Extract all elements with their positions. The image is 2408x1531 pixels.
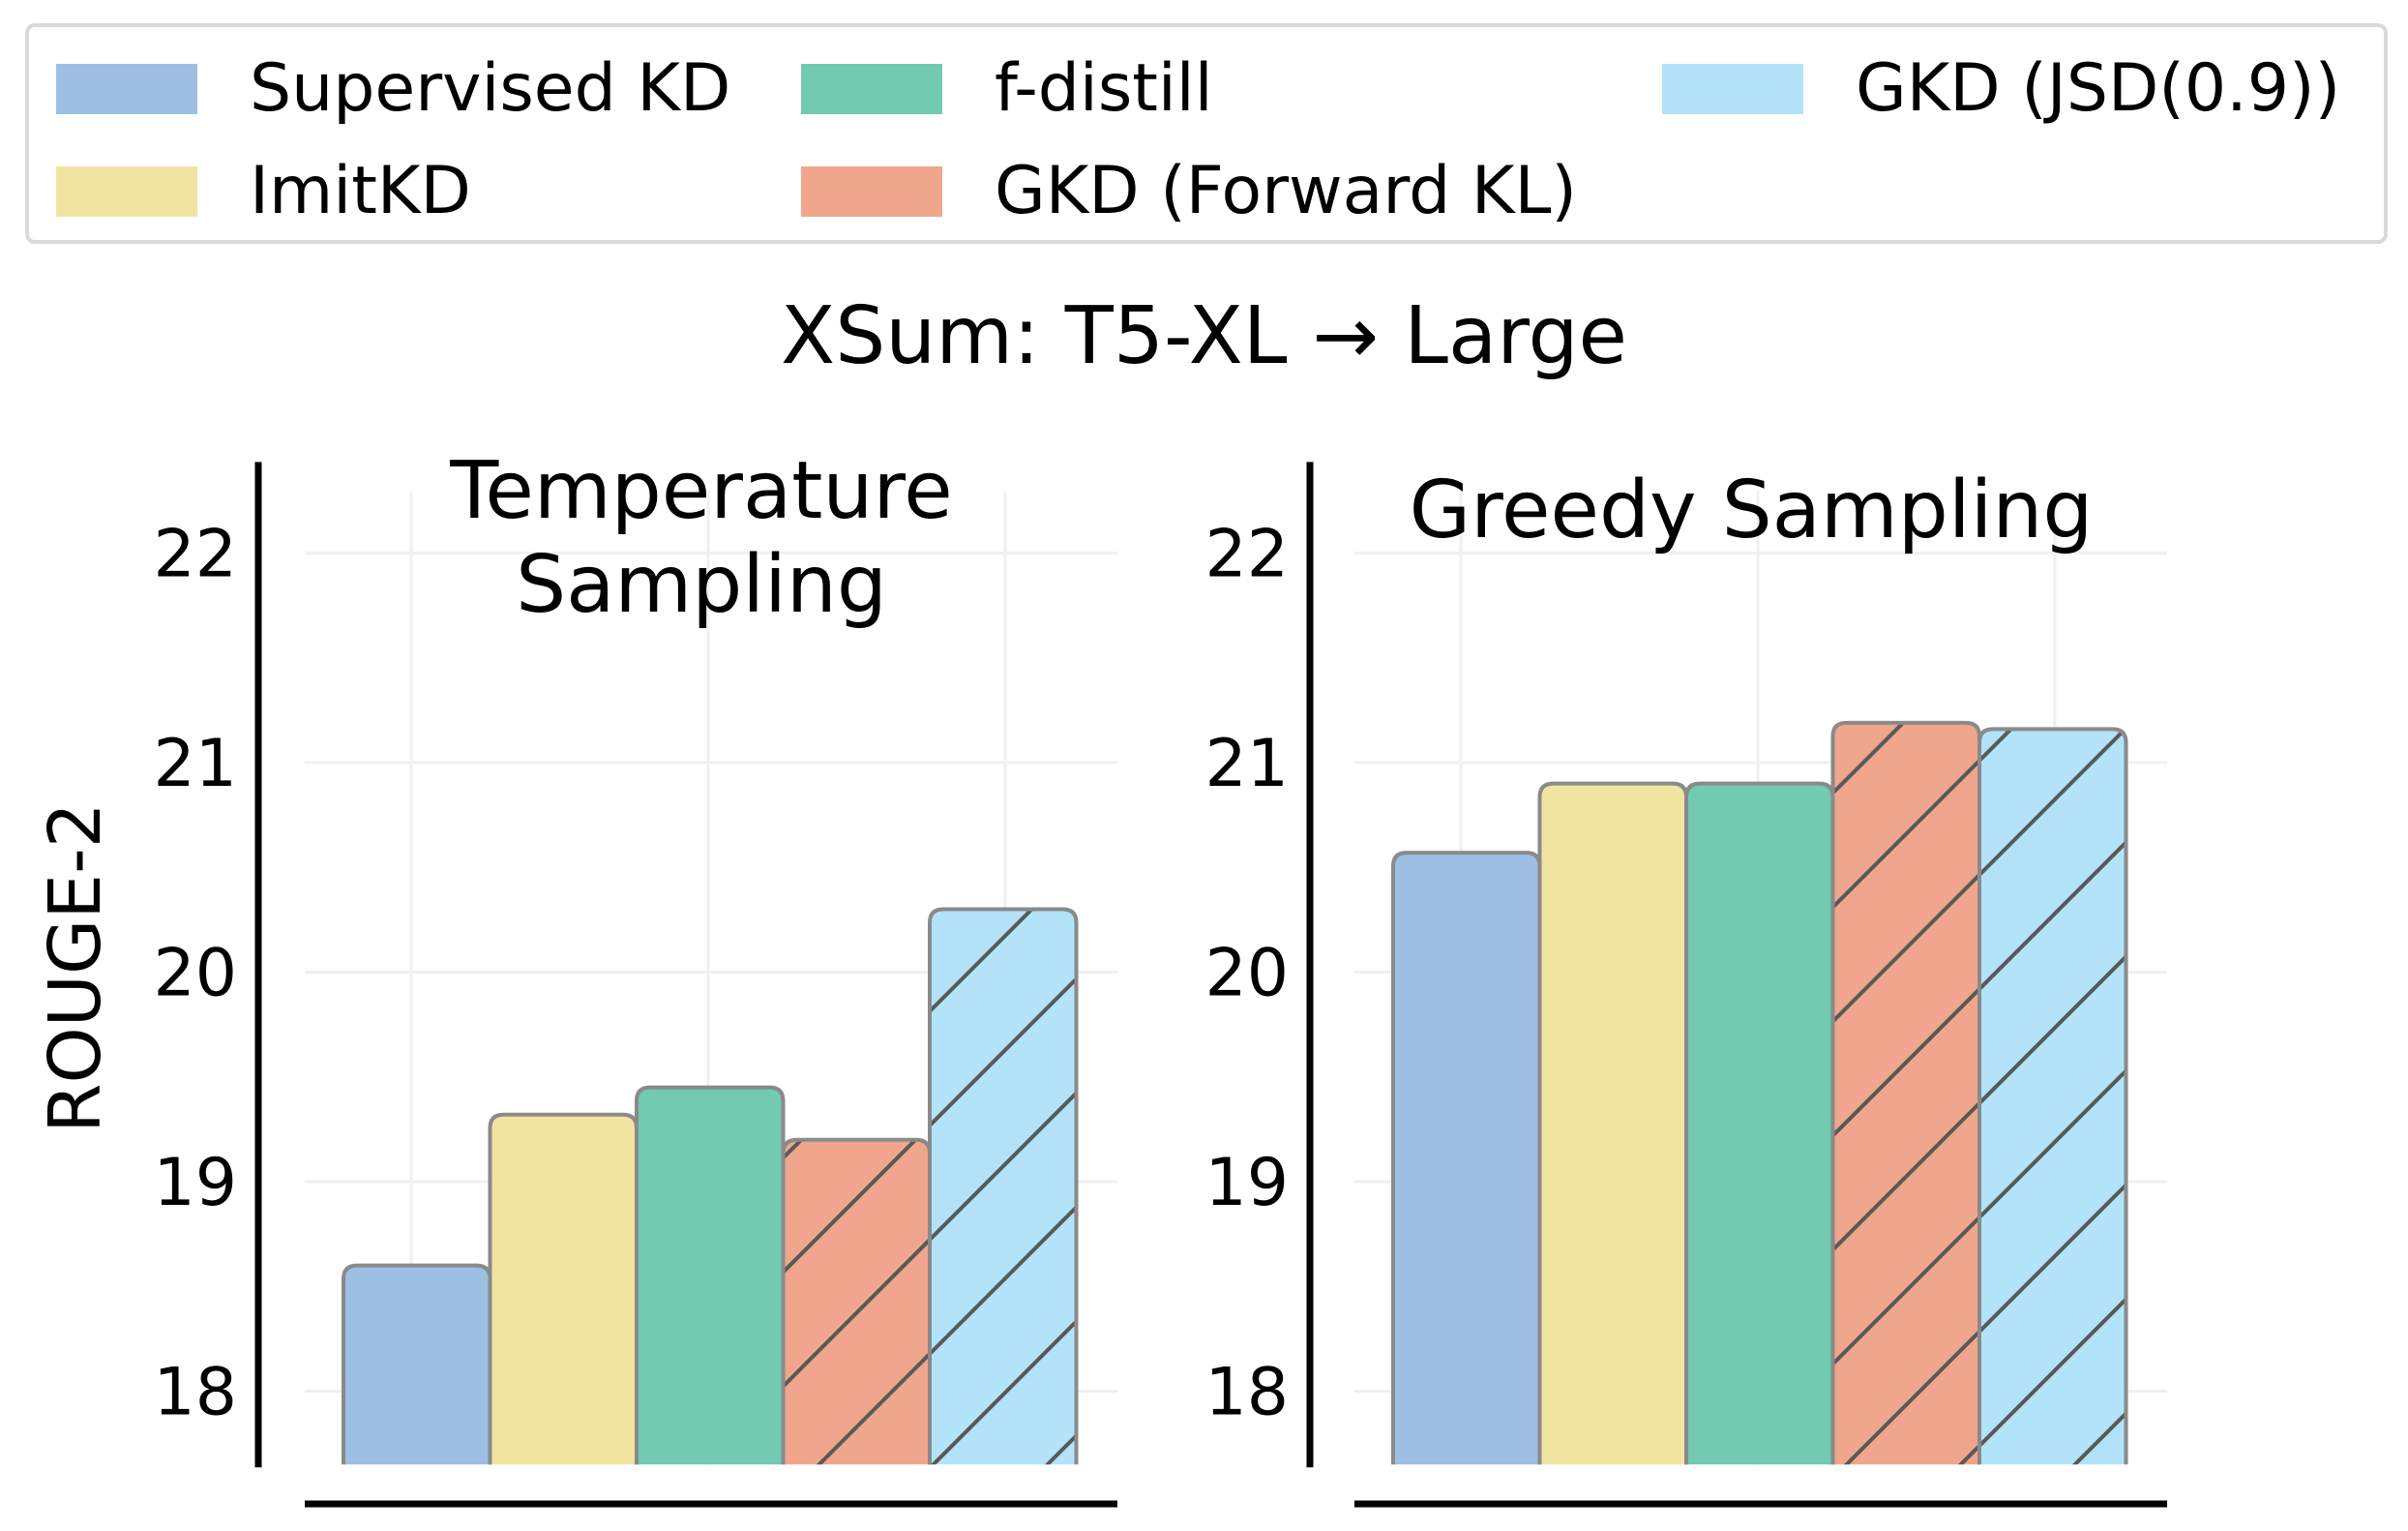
bar-hatch-4: [1832, 722, 1979, 1465]
y-tick-label: 21: [153, 726, 237, 802]
y-tick-label: 19: [153, 1145, 237, 1221]
y-tick-label: 21: [1204, 726, 1289, 802]
legend-label: ImitKD: [250, 153, 471, 229]
panel-title: Sampling: [516, 539, 887, 631]
bar-3: [1686, 783, 1833, 1465]
y-tick-label: 20: [1204, 936, 1289, 1012]
legend-swatch-f-distill: [801, 64, 942, 114]
y-tick-label: 19: [1204, 1145, 1289, 1221]
legend-label: f-distill: [995, 50, 1213, 127]
bar-1: [343, 1265, 491, 1465]
y-tick-label: 18: [1204, 1355, 1289, 1431]
y-tick-label: 18: [153, 1355, 237, 1431]
y-tick-label: 20: [153, 936, 237, 1012]
legend-swatch-gkd-forward-kl: [801, 166, 942, 217]
legend-swatch-supervised-kd: [56, 64, 197, 114]
bar-hatch-5: [1979, 729, 2126, 1465]
bar-outline-3: [635, 1085, 786, 1465]
bar-1: [1393, 853, 1540, 1465]
bar-2: [490, 1114, 637, 1465]
chart-legend: Supervised KD ImitKD f-distill GKD (Forw…: [25, 23, 2388, 244]
panel-title: Temperature: [449, 445, 952, 537]
y-tick-label: 22: [1204, 517, 1289, 593]
bar-outline-5: [1977, 727, 2128, 1465]
y-tick-label: 22: [153, 517, 237, 593]
legend-swatch-gkd-jsd: [1662, 64, 1803, 114]
chart-panel-2: 18 19 20 21 22 Greedy Sampling: [1204, 462, 2167, 1508]
bar-2: [1539, 783, 1686, 1465]
figure-title: XSum: T5-XL → Large: [781, 290, 1627, 382]
bar-hatch-5: [930, 909, 1077, 1465]
legend-label: Supervised KD: [250, 50, 731, 127]
legend-label: GKD (JSD(0.9)): [1856, 50, 2341, 127]
panel-title: Greedy Sampling: [1410, 465, 2094, 556]
legend-swatch-imitkd: [56, 166, 197, 217]
bar-3: [637, 1087, 784, 1465]
bar-hatch-4: [783, 1139, 930, 1465]
legend-label: GKD (Forward KL): [995, 153, 1577, 229]
bar-outline-4: [1830, 720, 1981, 1465]
bar-outline-5: [928, 907, 1079, 1465]
